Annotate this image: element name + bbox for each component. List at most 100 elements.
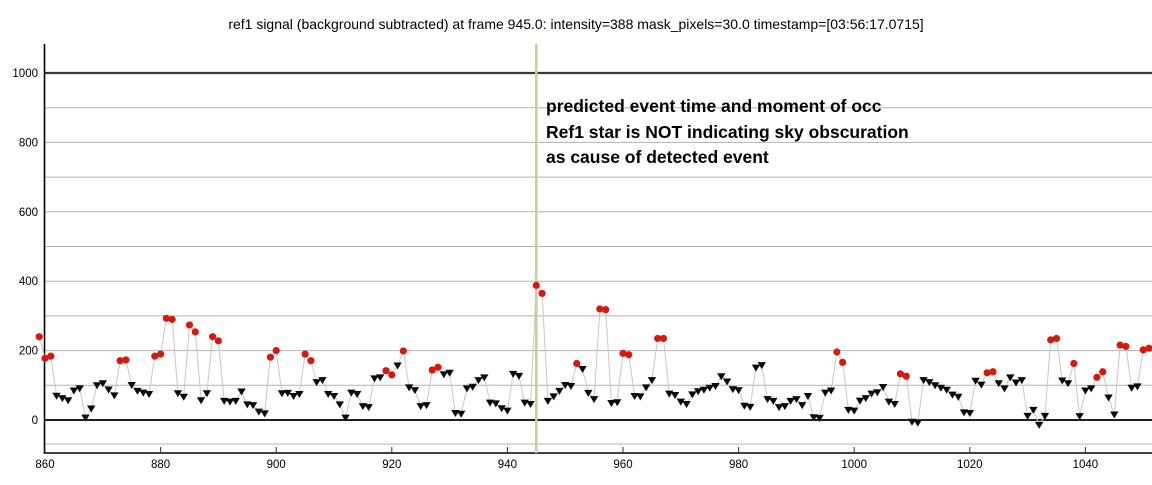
y-axis-tick-label: 600 [19,207,38,219]
data-point-black-triangle [485,399,495,407]
annotation-line-1: predicted event time and moment of occ [546,96,882,116]
data-point-red-dot [47,352,55,360]
data-point-black-triangle [231,397,240,405]
data-point-black-triangle [1058,377,1067,385]
data-point-black-triangle [1000,385,1009,393]
data-point-black-triangle [584,389,593,397]
data-point-black-triangle [295,390,304,398]
data-point-black-triangle [722,378,732,386]
data-point-black-triangle [260,410,269,418]
data-point-black-triangle [445,369,454,377]
data-point-red-dot [35,333,43,341]
data-point-black-triangle [341,414,350,422]
x-axis-tick-label: 1040 [1073,459,1099,471]
data-point-black-triangle [526,401,535,409]
data-point-red-dot [272,347,280,355]
data-point-red-dot [41,354,49,362]
y-axis-tick-label: 400 [19,276,38,288]
data-point-red-dot [625,351,633,359]
data-point-black-triangle [954,393,963,401]
data-point-black-triangle [451,410,460,418]
data-point-black-triangle [734,387,743,395]
data-point-red-dot [116,357,124,365]
data-point-red-dot [596,305,604,313]
data-point-red-dot [209,333,217,341]
data-point-black-triangle [751,364,761,372]
data-point-black-triangle [549,393,558,401]
data-point-red-dot [619,349,627,357]
data-point-black-triangle [104,386,113,394]
data-point-black-triangle [1034,421,1044,429]
data-point-black-triangle [942,386,951,394]
data-point-black-triangle [1023,412,1032,420]
data-point-black-triangle [462,385,472,393]
data-point-black-triangle [468,383,477,391]
data-point-black-triangle [92,382,102,390]
data-point-black-triangle [607,399,616,407]
data-point-black-triangle [566,382,576,390]
data-point-black-triangle [75,385,84,393]
data-point-black-triangle [884,398,894,406]
data-point-black-triangle [439,371,449,379]
data-point-red-dot [157,350,165,358]
data-point-black-triangle [514,372,524,380]
data-point-red-dot [654,334,662,343]
data-point-black-triangle [289,393,298,401]
data-point-black-triangle [202,390,212,398]
data-point-black-triangle [936,384,946,392]
data-point-black-triangle [110,392,119,400]
data-point-black-triangle [948,391,957,399]
data-point-black-triangle [757,362,766,370]
data-point-black-triangle [780,403,790,411]
data-point-black-triangle [994,380,1003,388]
data-point-black-triangle [1017,377,1027,385]
data-point-black-triangle [873,389,882,397]
data-point-black-triangle [613,399,622,407]
data-point-black-triangle [127,381,136,389]
data-point-black-triangle [676,398,685,406]
data-point-black-triangle [87,405,96,413]
x-axis-tick-label: 940 [498,459,517,471]
signal-line [38,283,1150,427]
data-point-red-dot [573,359,581,368]
data-point-red-dot [168,315,176,323]
data-point-black-triangle [711,382,720,390]
data-point-black-triangle [491,400,501,408]
data-point-black-triangle [318,377,327,385]
data-point-red-dot [902,372,910,380]
data-point-black-triangle [769,397,778,405]
x-axis-tick-label: 860 [35,459,54,471]
data-point-black-triangle [745,403,755,411]
data-point-black-triangle [179,393,188,401]
data-point-black-triangle [324,390,333,398]
data-point-black-triangle [925,379,934,387]
data-point-black-triangle [815,414,824,422]
data-point-black-triangle [422,402,431,410]
data-point-black-triangle [699,386,709,394]
y-axis-tick-label: 1000 [12,68,38,80]
data-point-black-triangle [237,388,246,396]
data-point-black-triangle [219,397,229,405]
data-point-black-triangle [335,401,344,409]
data-point-black-triangle [173,390,183,398]
data-point-red-dot [399,347,407,355]
data-point-black-triangle [959,409,969,417]
data-point-black-triangle [196,397,206,405]
chart-title: ref1 signal (background subtracted) at f… [228,16,924,32]
data-point-black-triangle [456,410,466,418]
data-point-red-dot [382,367,390,375]
data-point-red-dot [1052,334,1061,343]
data-point-black-triangle [58,395,67,403]
data-point-red-dot [983,369,991,377]
data-point-red-dot [1122,342,1130,351]
data-point-red-dot [1070,359,1078,368]
data-point-black-triangle [971,377,980,385]
data-point-black-triangle [878,384,888,392]
data-point-black-triangle [248,402,258,410]
data-point-black-triangle [636,393,645,401]
data-point-black-triangle [1110,411,1119,419]
data-point-black-triangle [1133,383,1142,391]
data-point-black-triangle [682,401,691,409]
data-point-black-triangle [693,388,703,396]
